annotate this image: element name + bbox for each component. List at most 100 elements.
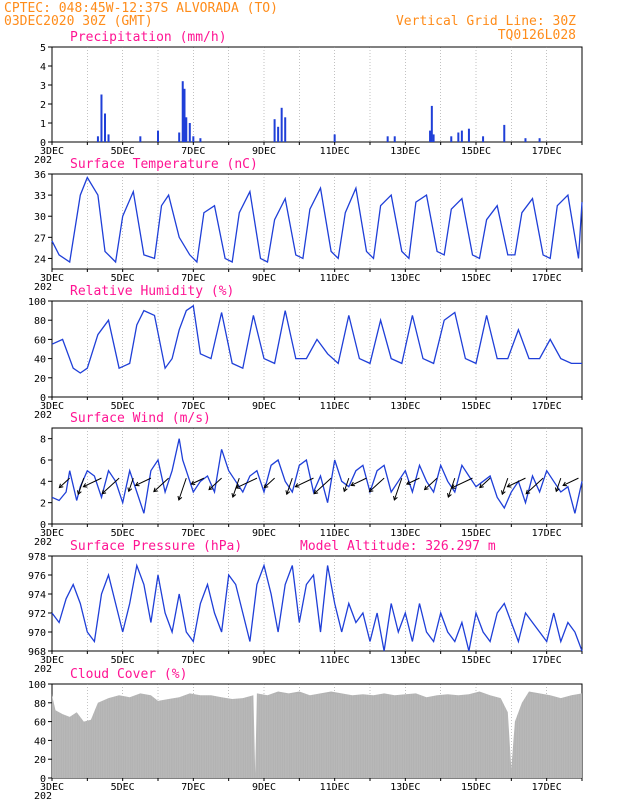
wind-arrow — [235, 477, 258, 489]
x-tick-label: 5DEC — [111, 782, 135, 793]
x-tick-label: 3DEC — [40, 146, 64, 157]
wind-arrow — [424, 477, 438, 490]
x-tick-label: 7DEC — [181, 273, 205, 284]
x-tick-label: 9DEC — [252, 273, 276, 284]
y-tick-label: 0 — [40, 393, 46, 404]
y-tick-label: 4 — [40, 477, 46, 488]
y-tick-label: 2 — [40, 499, 46, 510]
wind-arrowhead — [285, 490, 291, 496]
x-tick-label: 13DEC — [390, 782, 420, 793]
x-tick-label: 9DEC — [252, 401, 276, 412]
wind-arrow — [263, 477, 275, 488]
wind-arrow — [393, 477, 403, 501]
year-label: 202 — [34, 155, 52, 166]
precip-bar — [100, 94, 103, 142]
x-tick-label: 3DEC — [40, 782, 64, 793]
x-tick-label: 7DEC — [181, 528, 205, 539]
wind-arrowhead — [190, 480, 196, 486]
wind-arrowhead — [101, 489, 107, 495]
precip-bar — [430, 105, 433, 142]
wind-arrowhead — [423, 485, 429, 491]
x-tick-label: 7DEC — [181, 782, 205, 793]
wind-arrowhead — [342, 487, 348, 493]
x-tick-label: 5DEC — [111, 528, 135, 539]
wind-arrowhead — [127, 487, 133, 493]
wind-arrowhead — [82, 483, 88, 488]
series-line — [51, 563, 583, 652]
x-tick-label: 3DEC — [40, 401, 64, 412]
y-tick-label: 3 — [40, 81, 46, 92]
precip-bar — [183, 88, 186, 142]
x-tick-label: 7DEC — [181, 655, 205, 666]
wind-arrowhead — [368, 487, 374, 493]
series-line — [51, 438, 583, 514]
precip-bar — [429, 130, 432, 142]
y-tick-label: 60 — [34, 335, 46, 346]
wind-arrow — [313, 477, 332, 495]
precip-bar — [188, 123, 191, 142]
x-tick-label: 9DEC — [252, 528, 276, 539]
y-tick-label: 976 — [28, 571, 46, 582]
wind-arrow — [191, 477, 205, 485]
x-tick-label: 11DEC — [320, 655, 350, 666]
y-tick-label: 100 — [28, 297, 46, 308]
y-tick-label: 24 — [34, 254, 46, 265]
precip-bar — [192, 136, 195, 142]
x-tick-label: 17DEC — [532, 655, 562, 666]
model-code: TQ0126L028 — [498, 28, 576, 43]
wind-arrow — [153, 477, 169, 493]
wind-arrowhead — [235, 484, 241, 489]
y-tick-label: 968 — [28, 647, 46, 658]
wind-arrow — [501, 477, 509, 495]
wind-arrowhead — [506, 483, 512, 488]
y-tick-label: 0 — [40, 520, 46, 531]
precip-bar — [157, 130, 159, 142]
y-tick-label: 6 — [40, 456, 46, 467]
precip-bar — [280, 107, 283, 142]
wind-arrowhead — [76, 490, 82, 496]
precip-bar — [393, 136, 396, 142]
x-tick-label: 17DEC — [532, 273, 562, 284]
year-label: 202 — [34, 664, 52, 675]
precip-bar — [538, 138, 541, 142]
wind-arrow — [135, 477, 152, 486]
wind-arrowhead — [294, 483, 300, 488]
x-tick-label: 17DEC — [532, 528, 562, 539]
precip-bar — [457, 132, 460, 142]
station-header: CPTEC: 048:45W-12:37S ALVORADA (TO) — [4, 1, 278, 16]
x-tick-label: 9DEC — [252, 782, 276, 793]
wind-arrow — [59, 477, 71, 488]
precip-bar — [284, 117, 287, 142]
wind-title: Surface Wind (m/s) — [70, 411, 211, 426]
x-tick-label: 17DEC — [532, 401, 562, 412]
x-tick-label: 13DEC — [390, 655, 420, 666]
wind-arrow — [128, 477, 134, 492]
date-header: 03DEC2020 30Z (GMT) — [4, 14, 153, 29]
precip-bar — [178, 132, 181, 142]
wind-arrow — [77, 477, 85, 495]
x-tick-label: 7DEC — [181, 401, 205, 412]
x-tick-label: 5DEC — [111, 146, 135, 157]
precip-bar — [450, 136, 453, 142]
x-tick-label: 7DEC — [181, 146, 205, 157]
y-tick-label: 20 — [34, 374, 46, 385]
wind-arrowhead — [405, 480, 411, 486]
wind-arrowhead — [562, 481, 568, 487]
x-tick-label: 5DEC — [111, 273, 135, 284]
y-tick-label: 33 — [34, 191, 46, 202]
wind-arrowhead — [313, 489, 319, 495]
precip-bar — [524, 138, 527, 142]
wind-arrow — [451, 477, 473, 489]
wind-arrow — [83, 477, 102, 488]
precip-bar — [273, 119, 276, 142]
precip-bar — [333, 134, 336, 142]
temperature-title: Surface Temperature (nC) — [70, 157, 258, 172]
panel-frame — [51, 173, 583, 270]
wind-arrowhead — [350, 481, 356, 487]
model-altitude: Model Altitude: 326.297 m — [300, 539, 496, 554]
series-line — [51, 304, 582, 374]
y-tick-label: 8 — [40, 435, 46, 446]
y-tick-label: 100 — [28, 680, 46, 691]
wind-arrowhead — [231, 493, 237, 498]
